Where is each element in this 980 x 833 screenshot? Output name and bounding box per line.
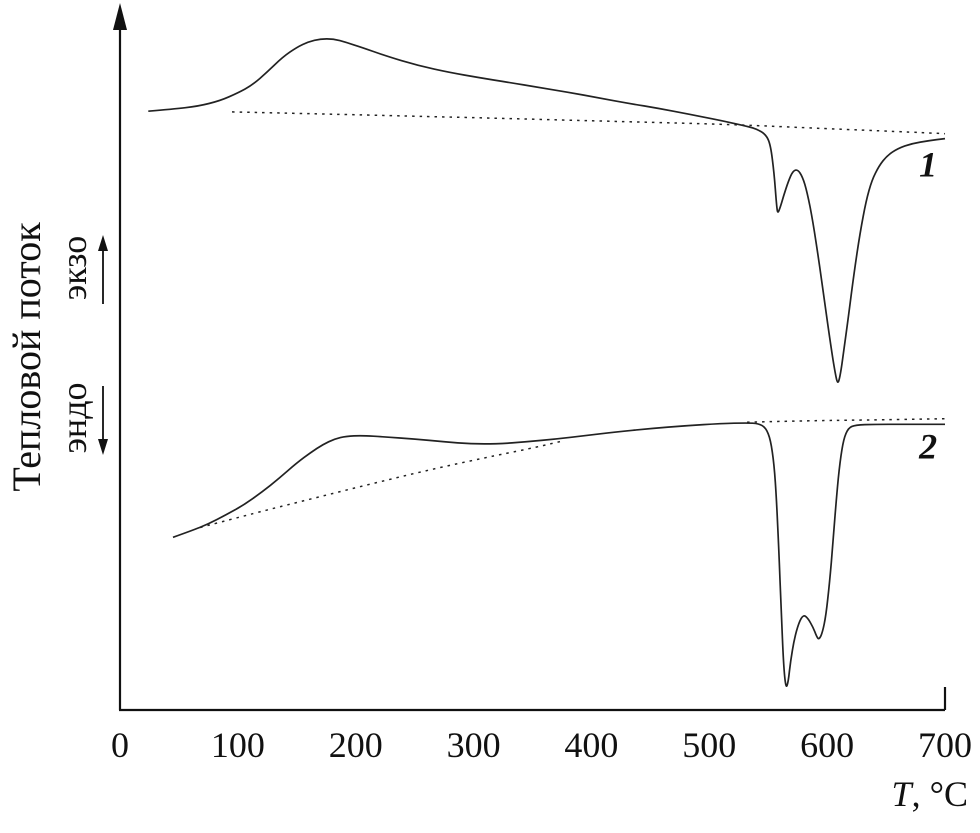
curve-label-1: 1 xyxy=(919,145,937,185)
x-tick-label: 400 xyxy=(564,725,618,765)
series-curve-2-baseline-left xyxy=(199,440,563,529)
x-tick-label: 500 xyxy=(682,725,736,765)
series-curve-1-baseline xyxy=(231,111,946,135)
x-axis-title-units: , °C xyxy=(912,774,968,814)
x-tick-label: 300 xyxy=(447,725,501,765)
x-axis-title-symbol: T xyxy=(892,774,915,814)
series-curve-2 xyxy=(172,422,945,688)
endo-arrow-icon xyxy=(98,386,108,455)
x-axis-title: T, °C xyxy=(892,774,968,814)
x-tick-label: 100 xyxy=(211,725,265,765)
exo-label: экзо xyxy=(54,236,94,300)
curves xyxy=(148,38,946,688)
x-tick-label: 600 xyxy=(800,725,854,765)
x-tick-label: 0 xyxy=(111,725,129,765)
x-tick-label: 700 xyxy=(918,725,972,765)
x-tick-labels: 0 100 200 300 400 500 600 700 xyxy=(111,725,972,765)
curve-label-2: 2 xyxy=(918,427,937,467)
exo-arrow-icon xyxy=(98,235,108,304)
series-curve-2-baseline-right xyxy=(746,417,946,423)
series-curve-1 xyxy=(148,38,946,383)
y-axis-arrow-icon xyxy=(113,3,127,30)
curve-labels: 12 xyxy=(918,145,937,467)
y-axis-title: Тепловой поток xyxy=(4,222,49,492)
x-tick-label: 200 xyxy=(329,725,383,765)
endo-label: эндо xyxy=(54,382,94,453)
